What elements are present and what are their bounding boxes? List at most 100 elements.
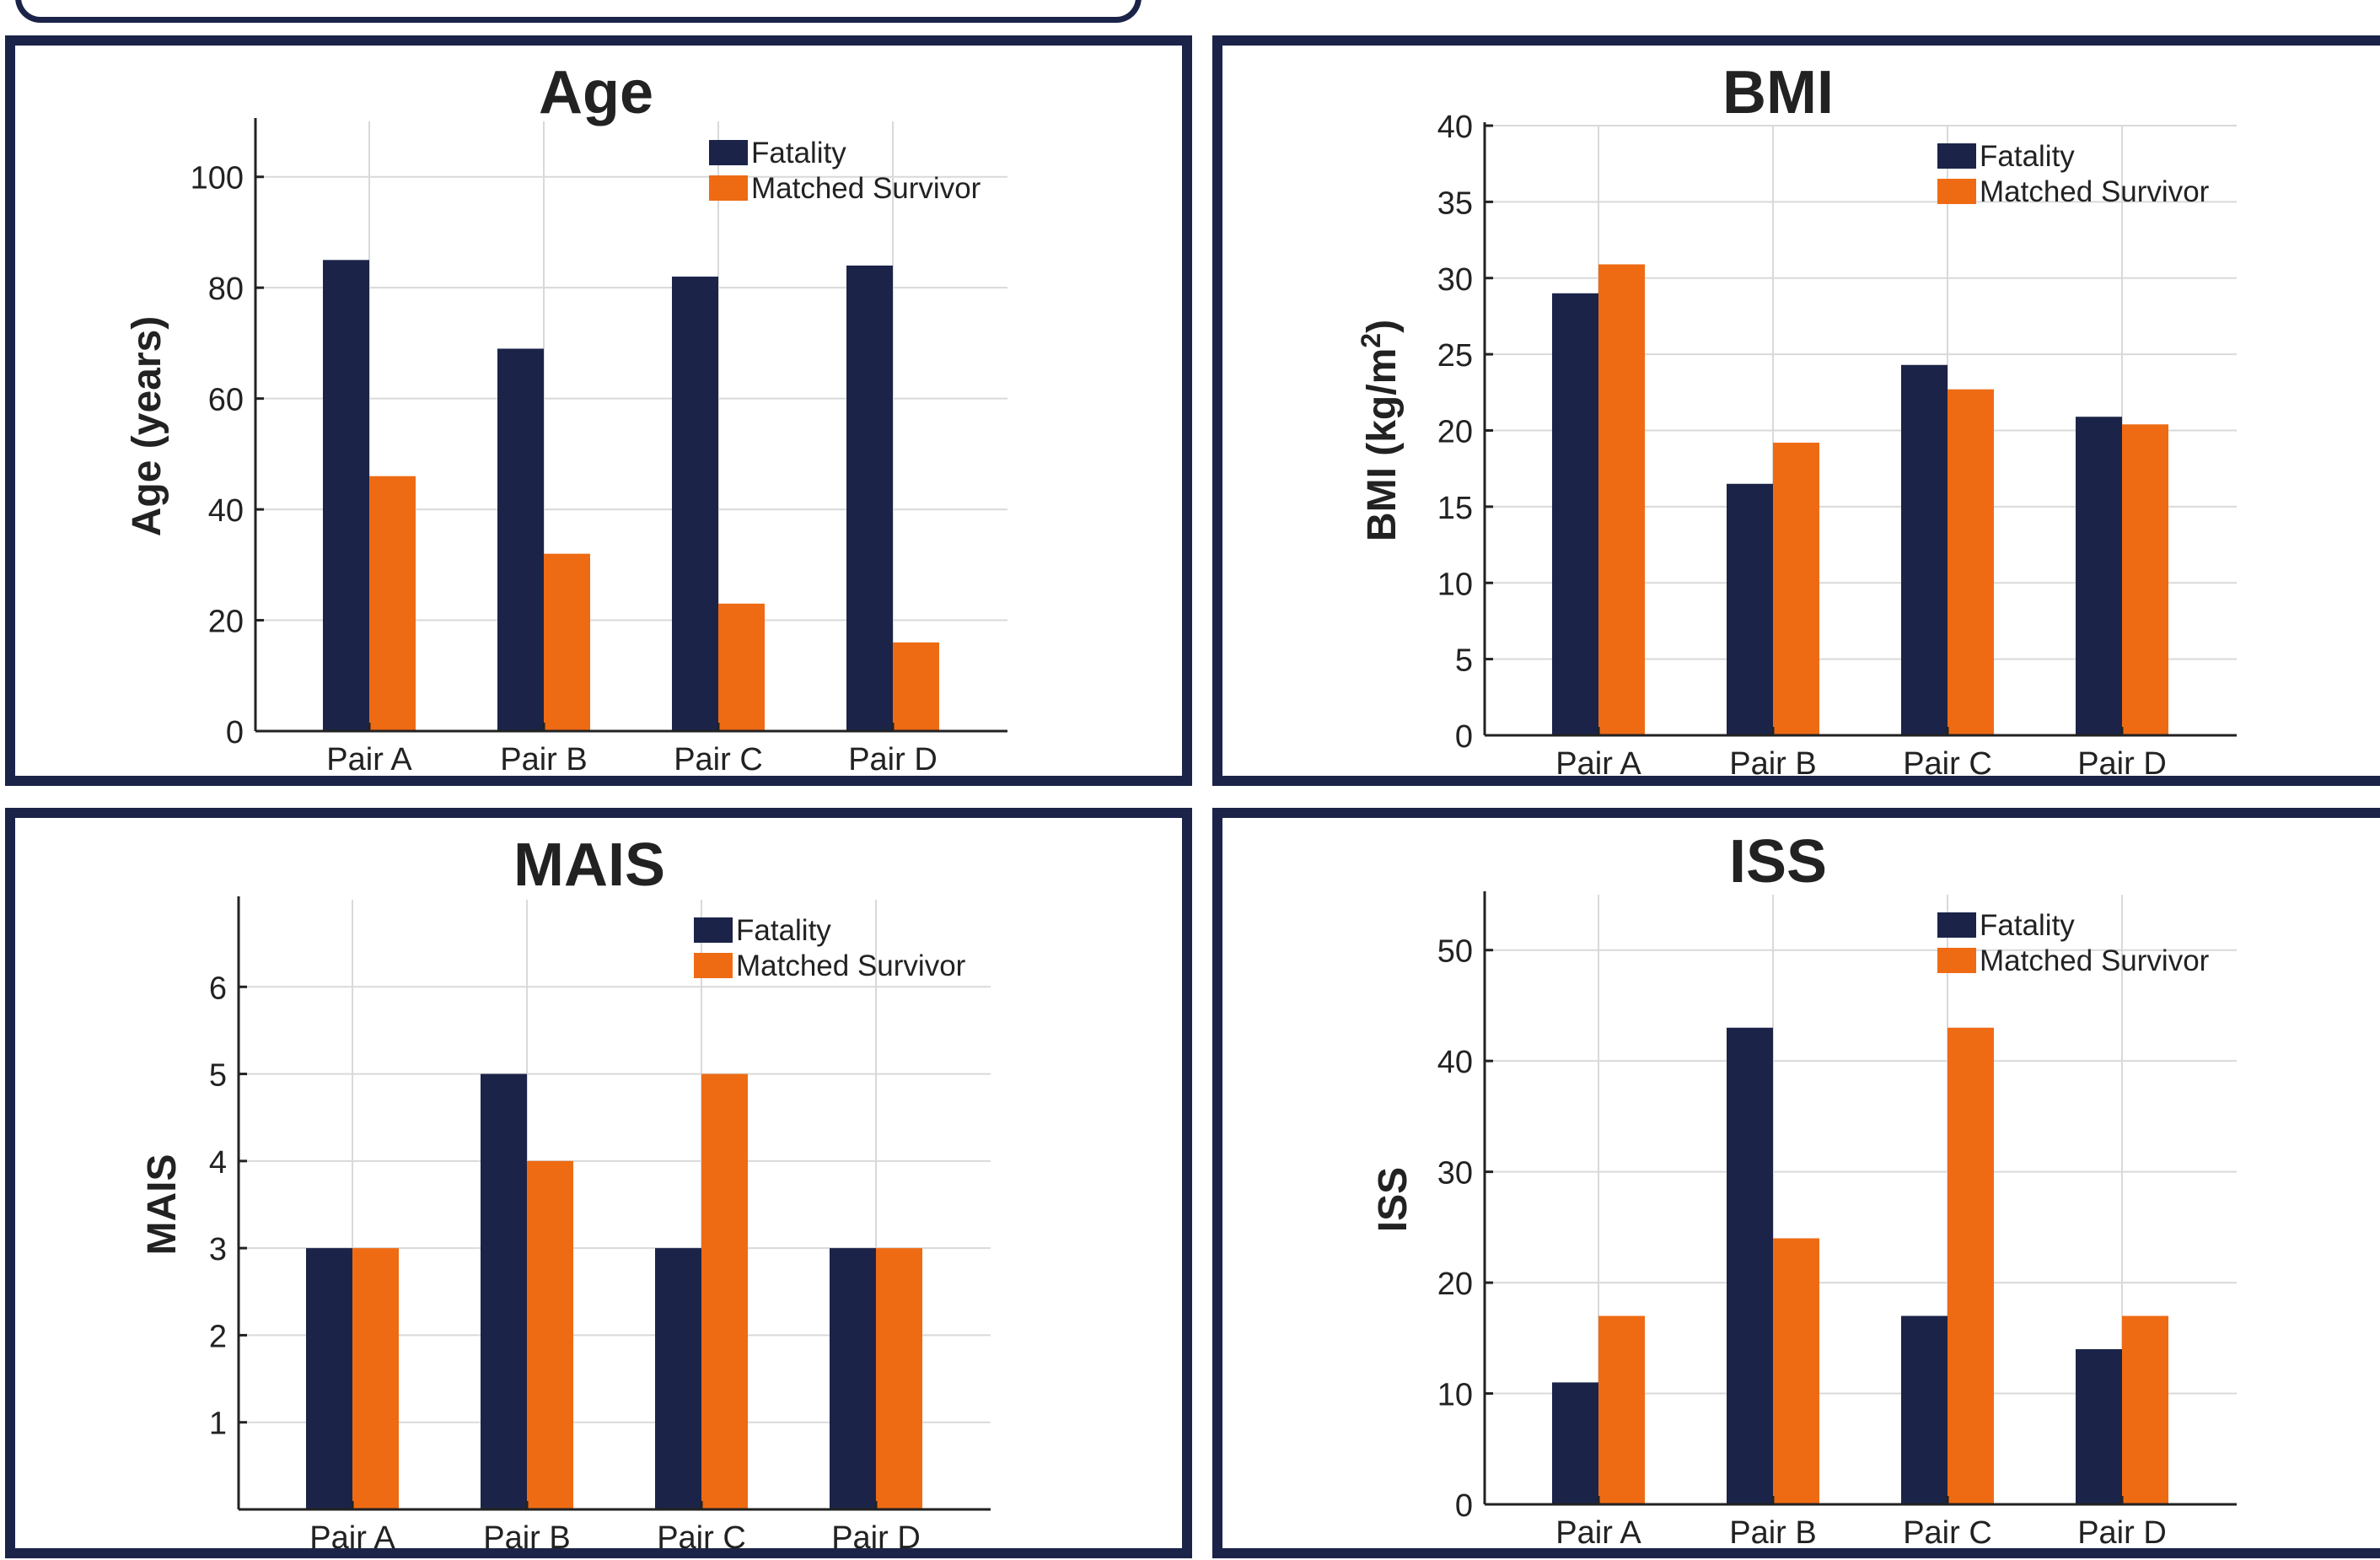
bmi-chart-panel: BMI 0 5 10 15 20 25 30 35 40 Pair A Pair B Pair C Pa… bbox=[1212, 35, 2380, 786]
bar-matched-survivor bbox=[893, 642, 939, 731]
legend-swatch-fatality bbox=[1937, 143, 1976, 169]
bar-matched-survivor bbox=[1773, 1238, 1819, 1504]
x-tick-label: Pair A bbox=[309, 1520, 395, 1556]
y-tick-label: 2 bbox=[209, 1319, 227, 1354]
iss-chart-panel: ISS 0 10 20 30 40 50 Pair A Pair B Pair C Pair D I… bbox=[1212, 808, 2380, 1558]
bar-matched-survivor bbox=[876, 1248, 922, 1509]
x-tick-label: Pair A bbox=[326, 742, 412, 777]
x-tick-label: Pair D bbox=[2077, 746, 2167, 782]
x-tick-label: Pair C bbox=[674, 742, 763, 777]
bar-matched-survivor bbox=[352, 1248, 399, 1509]
y-tick-label: 30 bbox=[1437, 1156, 1473, 1192]
x-tick-label: Pair D bbox=[831, 1520, 921, 1556]
y-tick-label: 5 bbox=[209, 1058, 227, 1094]
legend-label-matched-survivor: Matched Survivor bbox=[751, 172, 981, 205]
chart-svg: 0 5 10 15 20 25 30 35 40 Pair A Pair B Pair C Pair D… bbox=[1356, 110, 2237, 782]
chart-svg: 0 20 40 60 80 100 Pair A Pair B Pair C Pair D Age … bbox=[125, 118, 1007, 777]
y-tick-label: 10 bbox=[1437, 567, 1473, 602]
legend-label-matched-survivor: Matched Survivor bbox=[1980, 175, 2210, 208]
x-tick-label: Pair D bbox=[2077, 1515, 2167, 1551]
y-tick-label: 50 bbox=[1437, 934, 1473, 970]
y-tick-label: 0 bbox=[1455, 719, 1473, 755]
legend-swatch-matched-survivor bbox=[709, 175, 748, 201]
y-tick-label: 15 bbox=[1437, 491, 1473, 526]
bar-fatality bbox=[1901, 1315, 1948, 1504]
y-tick-label: 0 bbox=[1455, 1488, 1473, 1524]
x-tick-label: Pair D bbox=[848, 742, 937, 777]
legend-label-matched-survivor: Matched Survivor bbox=[736, 949, 966, 982]
y-tick-label: 60 bbox=[208, 383, 244, 418]
bar-matched-survivor bbox=[1948, 1027, 1994, 1504]
bar-fatality bbox=[655, 1248, 701, 1509]
bar-fatality bbox=[497, 348, 544, 731]
legend-swatch-matched-survivor bbox=[694, 953, 733, 978]
x-tick-label: Pair B bbox=[500, 742, 587, 777]
y-tick-label: 0 bbox=[226, 715, 244, 750]
bar-matched-survivor bbox=[718, 603, 765, 731]
y-tick-label: 100 bbox=[191, 161, 244, 196]
bar-fatality bbox=[2076, 417, 2122, 735]
legend-label-fatality: Fatality bbox=[1980, 140, 2075, 173]
chart-title: MAIS bbox=[513, 831, 665, 899]
y-tick-label: 20 bbox=[1437, 1267, 1473, 1302]
legend-label-matched-survivor: Matched Survivor bbox=[1980, 944, 2210, 977]
mais-chart-panel: MAIS 1 2 3 4 5 6 Pair A Pair B Pair C Pair D MAIS F… bbox=[5, 808, 1192, 1558]
legend-swatch-fatality bbox=[694, 917, 733, 943]
y-tick-label: 40 bbox=[1437, 110, 1473, 145]
chart-title: Age bbox=[538, 59, 654, 126]
x-tick-label: Pair B bbox=[1729, 746, 1816, 782]
bar-matched-survivor bbox=[701, 1073, 748, 1509]
chart-svg: 1 2 3 4 5 6 Pair A Pair B Pair C Pair D MAIS Fatali… bbox=[140, 896, 991, 1556]
y-tick-label: 6 bbox=[209, 971, 227, 1006]
y-tick-label: 5 bbox=[1455, 643, 1473, 679]
x-tick-label: Pair C bbox=[657, 1520, 746, 1556]
y-tick-label: 40 bbox=[208, 493, 244, 529]
y-tick-label: 30 bbox=[1437, 262, 1473, 298]
bar-fatality bbox=[1552, 1382, 1598, 1504]
chart-title: BMI bbox=[1722, 59, 1834, 126]
y-tick-label: 3 bbox=[209, 1232, 227, 1267]
bar-fatality bbox=[672, 277, 718, 731]
bar-matched-survivor bbox=[1598, 264, 1645, 735]
y-tick-label: 4 bbox=[209, 1145, 227, 1181]
chart-svg: 0 10 20 30 40 50 Pair A Pair B Pair C Pair D ISS Fa… bbox=[1371, 891, 2237, 1551]
y-axis-label: ISS bbox=[1371, 1167, 1416, 1232]
bar-fatality bbox=[1901, 364, 1948, 735]
bar-fatality bbox=[323, 260, 369, 731]
y-axis-label: Age (years) bbox=[125, 316, 169, 536]
chart-title: ISS bbox=[1728, 828, 1828, 896]
bar-matched-survivor bbox=[1598, 1315, 1645, 1504]
legend-label-fatality: Fatality bbox=[736, 914, 831, 947]
bar-matched-survivor bbox=[369, 476, 416, 731]
y-tick-label: 80 bbox=[208, 272, 244, 307]
legend-swatch-matched-survivor bbox=[1937, 948, 1976, 973]
top-panel-edge bbox=[15, 0, 1142, 23]
legend-label-fatality: Fatality bbox=[1980, 909, 2075, 942]
y-tick-label: 35 bbox=[1437, 186, 1473, 221]
y-tick-label: 40 bbox=[1437, 1045, 1473, 1080]
y-tick-label: 10 bbox=[1437, 1378, 1473, 1413]
bar-matched-survivor bbox=[527, 1160, 573, 1509]
bar-fatality bbox=[2076, 1348, 2122, 1504]
bar-fatality bbox=[846, 265, 893, 732]
legend-swatch-fatality bbox=[709, 140, 748, 165]
bar-matched-survivor bbox=[2122, 424, 2168, 735]
y-axis-label: BMI (kg/m2) bbox=[1356, 320, 1405, 541]
x-tick-label: Pair C bbox=[1903, 746, 1992, 782]
y-tick-label: 25 bbox=[1437, 338, 1473, 374]
y-axis-label: MAIS bbox=[140, 1154, 185, 1256]
bar-fatality bbox=[830, 1248, 876, 1509]
bar-fatality bbox=[481, 1073, 527, 1509]
legend-label-fatality: Fatality bbox=[751, 137, 846, 169]
bar-fatality bbox=[1552, 293, 1598, 735]
x-tick-label: Pair B bbox=[483, 1520, 570, 1556]
bar-fatality bbox=[1727, 483, 1773, 735]
y-tick-label: 1 bbox=[209, 1407, 227, 1442]
bar-matched-survivor bbox=[2122, 1315, 2168, 1504]
legend-swatch-matched-survivor bbox=[1937, 179, 1976, 204]
bar-fatality bbox=[1727, 1027, 1773, 1504]
